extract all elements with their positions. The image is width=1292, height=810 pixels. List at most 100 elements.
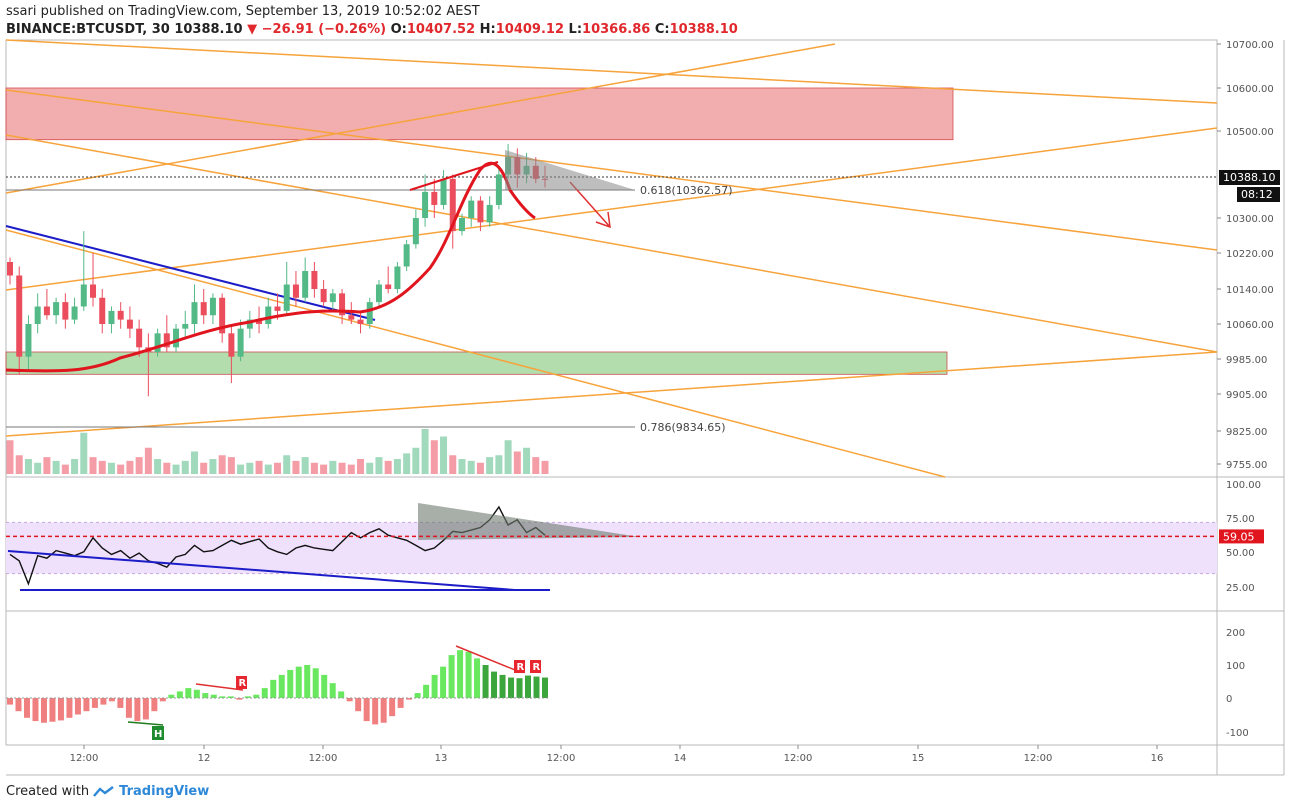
candle-body xyxy=(403,244,410,267)
candle-body xyxy=(200,302,207,316)
volume-bar xyxy=(513,451,521,474)
histogram-bar xyxy=(108,698,115,702)
rsi-triangle-pattern xyxy=(418,503,640,540)
volume-bar xyxy=(117,464,125,474)
histogram-bar xyxy=(338,691,345,698)
volume-bar xyxy=(144,447,152,474)
candle-body xyxy=(477,200,484,223)
histogram-bar xyxy=(491,671,498,698)
candle-body xyxy=(228,333,235,357)
histogram-bar xyxy=(482,665,489,698)
price-tick-label: 9755.00 xyxy=(1226,460,1267,471)
candle-body xyxy=(486,204,493,223)
histogram-bar xyxy=(142,698,149,720)
candle-body xyxy=(126,319,133,329)
candle-body xyxy=(256,319,263,324)
candle-body xyxy=(108,310,115,324)
histogram-bar xyxy=(159,698,166,702)
high-value: 10409.12 xyxy=(495,22,565,37)
last-price: 10388.10 xyxy=(174,22,243,37)
candle-body xyxy=(117,310,124,320)
trendline xyxy=(5,351,1218,437)
symbol[interactable]: BINANCE:BTCUSDT, 30 xyxy=(6,22,170,37)
volume-bar xyxy=(486,457,494,474)
candle-body xyxy=(283,284,290,311)
arrow-line xyxy=(409,161,499,191)
histogram-bar xyxy=(448,655,455,698)
resistance-zone xyxy=(5,87,954,141)
volume-bar xyxy=(43,457,51,474)
candle-body xyxy=(173,328,180,348)
volume-bar xyxy=(274,462,281,474)
histogram-bar xyxy=(40,698,47,723)
volume-bar xyxy=(449,455,457,474)
histogram-bar xyxy=(380,698,387,723)
divergence-line xyxy=(455,645,521,673)
histogram-bar xyxy=(533,676,540,698)
volume-bar xyxy=(320,464,328,474)
close-value: 10388.10 xyxy=(669,22,738,37)
trendline xyxy=(5,39,1218,104)
histogram-bar xyxy=(83,698,90,712)
candle-body xyxy=(43,306,50,316)
candle-body xyxy=(62,302,69,320)
countdown-label: 08:12 xyxy=(1241,188,1273,201)
histogram-tick-label: 0 xyxy=(1226,694,1232,705)
histogram-bar xyxy=(355,698,362,712)
open-value: 10407.52 xyxy=(406,22,476,37)
volume-bar xyxy=(440,436,448,474)
histogram-bar xyxy=(168,694,175,698)
volume-bar xyxy=(458,459,466,474)
volume-bar xyxy=(347,464,355,474)
volume-bar xyxy=(200,462,208,474)
histogram-bar xyxy=(465,651,472,698)
histogram-tick-label: 200 xyxy=(1226,628,1245,639)
histogram-bar xyxy=(125,698,132,718)
candle-body xyxy=(431,191,438,205)
histogram-bar xyxy=(193,689,200,698)
rsi-blue-trendline xyxy=(7,550,516,591)
candle-body xyxy=(246,319,253,329)
candle-body xyxy=(237,328,244,357)
r-marker-label: R xyxy=(239,678,247,689)
created-with-text: Created with xyxy=(6,784,90,799)
candle-body xyxy=(375,284,382,303)
histogram-bar xyxy=(406,698,413,700)
price-tick-label: 10060.00 xyxy=(1226,320,1274,331)
histogram-bar xyxy=(423,684,430,698)
volume-bar xyxy=(15,455,23,474)
volume-bar xyxy=(375,457,383,474)
tradingview-logo-icon xyxy=(93,785,114,797)
candle-body xyxy=(191,302,198,324)
histogram-bar xyxy=(414,693,421,698)
volume-bar xyxy=(181,460,189,474)
candle-body xyxy=(394,266,401,289)
candle-body xyxy=(468,200,475,218)
close-label: C: xyxy=(654,22,670,37)
candle-body xyxy=(422,191,429,218)
volume-bar xyxy=(154,459,162,474)
histogram-bar xyxy=(525,675,532,698)
histogram-bar xyxy=(210,694,217,698)
tradingview-brand[interactable]: TradingView xyxy=(119,784,210,799)
candle-body xyxy=(366,302,373,324)
histogram-bar xyxy=(91,698,98,708)
volume-bar xyxy=(357,459,365,474)
candle-body xyxy=(154,333,161,352)
volume-bar xyxy=(163,462,171,474)
volume-bar xyxy=(310,462,318,474)
volume-bar xyxy=(61,464,69,474)
rsi-band xyxy=(6,522,1217,574)
price-tick-label: 10220.00 xyxy=(1226,249,1274,260)
candle-body xyxy=(16,275,23,357)
time-tick-label: 13 xyxy=(435,753,448,764)
histogram-bar xyxy=(23,698,30,718)
time-tick-label: 12:00 xyxy=(309,753,338,764)
candle-body xyxy=(292,284,299,298)
time-tick-label: 12:00 xyxy=(547,753,576,764)
histogram-bar xyxy=(389,698,396,717)
fib-618-label: 0.618(10362.57) xyxy=(640,184,733,197)
volume-bar xyxy=(467,460,475,474)
candle-body xyxy=(412,218,419,245)
